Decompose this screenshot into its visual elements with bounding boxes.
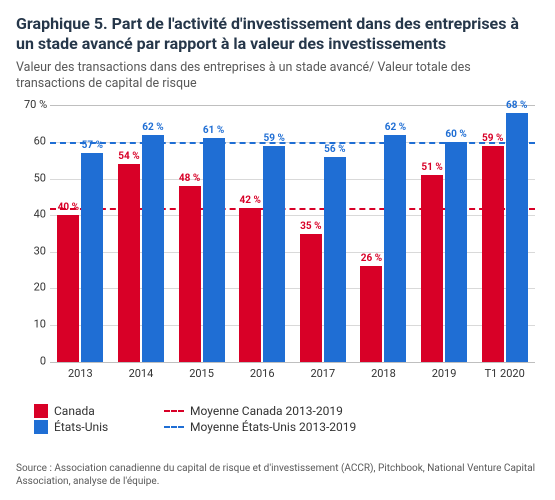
bar-group: 40 %57 % — [50, 106, 111, 362]
bar-us: 56 % — [324, 157, 346, 362]
bar-value-label: 40 % — [58, 202, 79, 213]
y-tick: 10 — [34, 317, 46, 330]
bar-us: 62 % — [384, 135, 406, 362]
x-tick: T1 2020 — [474, 363, 535, 385]
source-note: Source : Association canadienne du capit… — [16, 462, 539, 488]
legend-label-avg-canada: Moyenne Canada 2013-2019 — [190, 404, 343, 418]
x-tick: 2014 — [111, 363, 172, 385]
bar-value-label: 42 % — [240, 195, 261, 206]
bar-canada: 54 % — [118, 164, 140, 361]
bar-value-label: 60 % — [445, 129, 466, 140]
bar-value-label: 61 % — [203, 125, 224, 136]
bar-us: 57 % — [81, 153, 103, 361]
bar-group: 54 %62 % — [111, 106, 172, 362]
bar-canada: 35 % — [300, 234, 322, 362]
bar-canada: 40 % — [57, 215, 79, 361]
x-tick: 2013 — [50, 363, 111, 385]
bar-canada: 42 % — [239, 208, 261, 362]
bar-us: 61 % — [203, 138, 225, 361]
bar-us: 60 % — [445, 142, 467, 361]
y-tick: 0 — [40, 354, 46, 367]
bar-group: 35 %56 % — [293, 106, 354, 362]
legend-avg-canada: Moyenne Canada 2013-2019 — [164, 404, 551, 418]
x-tick: 2019 — [414, 363, 475, 385]
bar-value-label: 48 % — [179, 173, 200, 184]
y-axis-unit: 70 % — [24, 98, 47, 111]
y-tick: 50 — [34, 171, 46, 184]
y-tick: 60 — [34, 135, 46, 148]
chart-title: Graphique 5. Part de l'activité d'invest… — [16, 14, 539, 54]
bar-canada: 51 % — [421, 175, 443, 362]
legend-label-avg-us: Moyenne États-Unis 2013-2019 — [190, 420, 356, 434]
dash-swatch-us — [164, 426, 184, 428]
bar-value-label: 59 % — [482, 133, 503, 144]
legend-label-us: États-Unis — [54, 420, 108, 434]
chart-card: Graphique 5. Part de l'activité d'invest… — [0, 0, 555, 500]
chart-area: 70 % 0102030405060 40 %57 %54 %62 %48 %6… — [16, 101, 539, 401]
bar-value-label: 57 % — [82, 140, 103, 151]
bar-us: 59 % — [263, 146, 285, 362]
plot-area: 40 %57 %54 %62 %48 %61 %42 %59 %35 %56 %… — [50, 105, 535, 363]
y-axis: 70 % 0102030405060 — [16, 101, 48, 361]
bar-group: 26 %62 % — [353, 106, 414, 362]
bar-value-label: 56 % — [324, 144, 345, 155]
bar-canada: 26 % — [360, 266, 382, 361]
legend-label-canada: Canada — [54, 404, 95, 418]
bar-canada: 59 % — [482, 146, 504, 362]
legend: Canada Moyenne Canada 2013-2019 États-Un… — [34, 404, 551, 436]
bar-value-label: 62 % — [385, 122, 406, 133]
x-tick: 2018 — [353, 363, 414, 385]
legend-avg-us: Moyenne États-Unis 2013-2019 — [164, 420, 551, 434]
bar-group: 48 %61 % — [171, 106, 232, 362]
bar-value-label: 54 % — [118, 151, 139, 162]
swatch-us — [34, 420, 48, 434]
y-tick: 30 — [34, 244, 46, 257]
y-tick: 20 — [34, 281, 46, 294]
x-tick: 2015 — [171, 363, 232, 385]
y-tick: 40 — [34, 208, 46, 221]
legend-row-2: États-Unis Moyenne États-Unis 2013-2019 — [34, 420, 551, 434]
bar-group: 42 %59 % — [232, 106, 293, 362]
x-tick: 2017 — [293, 363, 354, 385]
bar-value-label: 62 % — [142, 122, 163, 133]
bar-us: 68 % — [506, 113, 528, 362]
swatch-canada — [34, 404, 48, 418]
chart-subtitle: Valeur des transactions dans des entrepr… — [16, 60, 539, 93]
legend-row-1: Canada Moyenne Canada 2013-2019 — [34, 404, 551, 418]
bar-value-label: 35 % — [300, 221, 321, 232]
bar-groups: 40 %57 %54 %62 %48 %61 %42 %59 %35 %56 %… — [50, 106, 535, 362]
bar-group: 59 %68 % — [474, 106, 535, 362]
legend-us: États-Unis — [34, 420, 164, 434]
legend-canada: Canada — [34, 404, 164, 418]
bar-canada: 48 % — [179, 186, 201, 362]
bar-value-label: 26 % — [361, 253, 382, 264]
bar-us: 62 % — [142, 135, 164, 362]
x-tick: 2016 — [232, 363, 293, 385]
x-axis: 2013201420152016201720182019T1 2020 — [50, 363, 535, 385]
bar-value-label: 51 % — [421, 162, 442, 173]
bar-value-label: 59 % — [264, 133, 285, 144]
bar-value-label: 68 % — [506, 100, 527, 111]
bar-group: 51 %60 % — [414, 106, 475, 362]
dash-swatch-canada — [164, 410, 184, 412]
